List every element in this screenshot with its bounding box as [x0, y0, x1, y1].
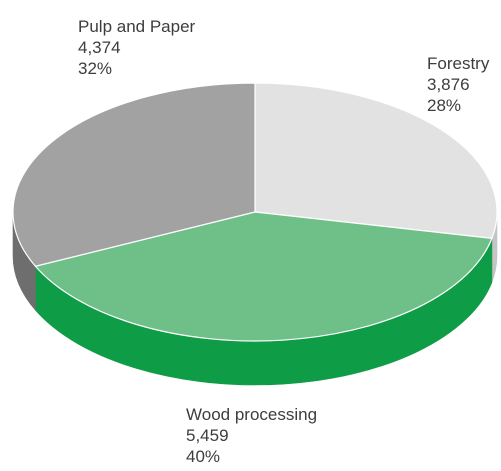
- slice-name: Pulp and Paper: [78, 17, 196, 36]
- slice-value: 5,459: [186, 426, 229, 445]
- slice-label-pulp-and-paper: Pulp and Paper 4,374 32%: [78, 16, 195, 79]
- slice-name: Forestry: [427, 54, 490, 73]
- pie-slice-wood-processing: [34, 211, 493, 342]
- slice-value: 4,374: [78, 38, 121, 57]
- pie-tops: [12, 82, 498, 342]
- slice-value: 3,876: [427, 75, 470, 94]
- slice-label-wood-processing: Wood processing 5,459 40%: [186, 404, 317, 467]
- pie-slice-forestry: [254, 82, 498, 239]
- slice-percent: 32%: [78, 59, 113, 78]
- slice-percent: 28%: [427, 96, 462, 115]
- slice-label-forestry: Forestry 3,876 28%: [427, 53, 489, 116]
- pie-slice-pulp-and-paper: [12, 82, 256, 267]
- slice-name: Wood processing: [186, 405, 318, 424]
- slice-percent: 40%: [186, 447, 221, 466]
